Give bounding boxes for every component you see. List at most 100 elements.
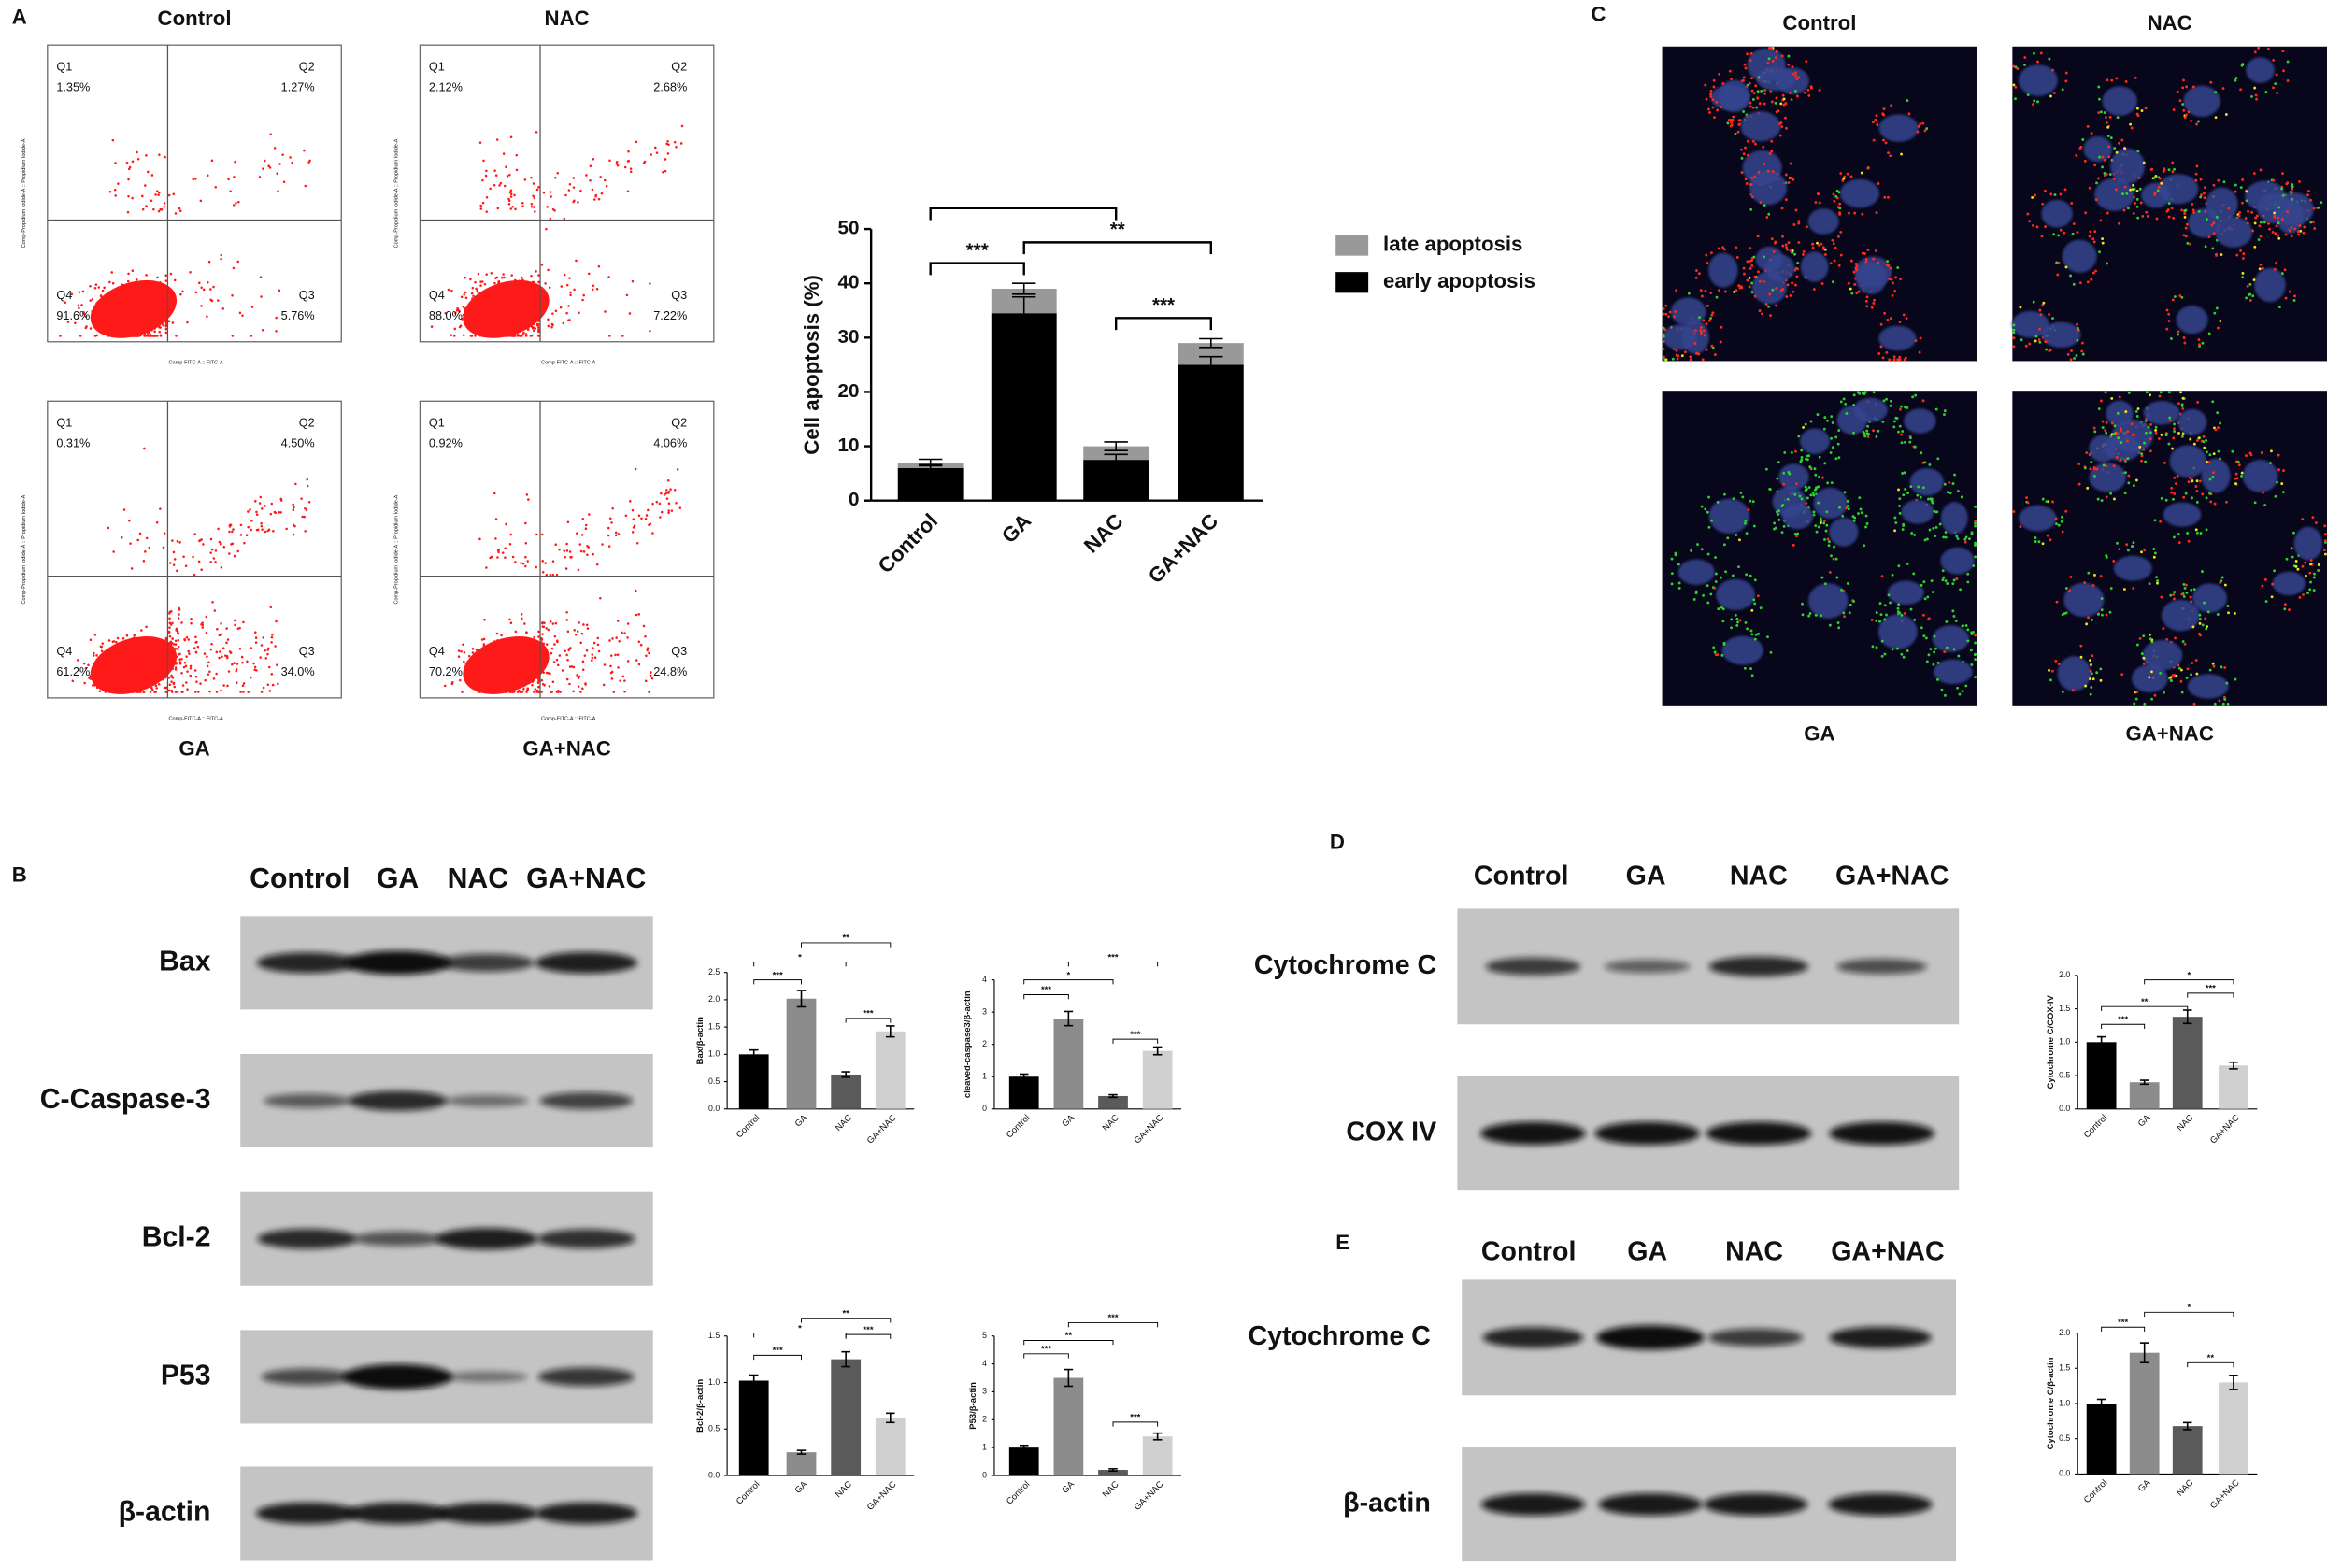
fluorescence-spot xyxy=(2093,164,2097,167)
event-dot xyxy=(155,316,159,319)
fluorescence-spot xyxy=(1744,520,1748,522)
event-dot xyxy=(492,315,494,318)
fluorescence-spot xyxy=(1730,121,1734,124)
event-dot xyxy=(206,315,208,318)
event-dot xyxy=(163,686,166,690)
fluorescence-spot xyxy=(2012,64,2016,68)
event-dot xyxy=(127,685,130,689)
event-dot xyxy=(482,637,486,641)
event-dot xyxy=(561,669,564,672)
bar xyxy=(2172,1426,2203,1475)
image-title: GA+NAC xyxy=(2125,721,2213,745)
fluorescence-spot xyxy=(2104,391,2107,394)
event-dot xyxy=(502,642,506,646)
event-dot xyxy=(579,190,582,192)
event-dot xyxy=(473,298,477,301)
fluorescence-spot xyxy=(1880,639,1884,643)
significance-bracket xyxy=(753,962,847,967)
event-dot xyxy=(178,209,182,212)
blot-band xyxy=(1485,957,1581,976)
fluorescence-spot xyxy=(1738,538,1741,542)
fluorescence-spot xyxy=(1843,491,1847,494)
event-dot xyxy=(217,527,220,531)
fluorescence-spot xyxy=(1933,634,1936,638)
event-dot xyxy=(114,672,118,675)
fluorescence-spot xyxy=(1891,573,1894,577)
event-dot xyxy=(120,327,123,330)
event-dot xyxy=(168,617,171,620)
event-dot xyxy=(497,280,501,283)
event-dot xyxy=(526,687,530,691)
event-dot xyxy=(210,299,214,303)
event-dot xyxy=(171,539,174,542)
fluorescence-spot xyxy=(1723,290,1727,293)
fluorescence-spot xyxy=(1898,358,1902,362)
event-dot xyxy=(475,672,478,676)
fluorescence-spot xyxy=(1743,63,1747,66)
event-dot xyxy=(149,293,151,296)
fluorescence-spot xyxy=(2116,541,2119,545)
fluorescence-spot xyxy=(2215,306,2219,310)
event-dot xyxy=(139,333,143,336)
fluorescence-spot xyxy=(1966,580,1970,584)
event-dot xyxy=(164,296,168,300)
row-label: Bax xyxy=(159,946,211,976)
fluorescence-spot xyxy=(1957,654,1961,658)
event-dot xyxy=(150,312,153,316)
event-dot xyxy=(521,617,523,620)
fluorescence-spot xyxy=(2191,479,2194,483)
fluorescence-spot xyxy=(1970,531,1974,535)
fluorescence-spot xyxy=(1769,314,1772,317)
fluorescence-spot xyxy=(1710,251,1713,255)
event-dot xyxy=(492,301,494,304)
fluorescence-spot xyxy=(1820,242,1823,246)
fluorescence-spot xyxy=(2253,245,2257,249)
image-title: NAC xyxy=(2148,11,2192,35)
significance-bracket xyxy=(2101,1326,2146,1332)
event-dot xyxy=(509,327,513,331)
fluorescence-spot xyxy=(1707,107,1710,111)
event-dot xyxy=(156,673,160,677)
fluorescence-spot xyxy=(2185,583,2188,587)
event-dot xyxy=(467,654,471,658)
fluorescence-spot xyxy=(1704,83,1707,87)
event-dot xyxy=(506,310,509,314)
event-dot xyxy=(171,321,175,324)
fluorescence-spot xyxy=(1946,491,1949,494)
event-dot xyxy=(99,645,103,649)
event-dot xyxy=(543,683,546,687)
fluorescence-spot xyxy=(1912,572,1916,576)
event-dot xyxy=(510,332,513,335)
event-dot xyxy=(123,334,126,337)
fluorescence-spot xyxy=(1817,244,1820,247)
significance-label: *** xyxy=(1107,1313,1118,1323)
event-dot xyxy=(132,663,135,667)
blot-band xyxy=(1482,1327,1584,1348)
fluorescence-spot xyxy=(2212,221,2216,225)
event-dot xyxy=(480,330,483,333)
fluorescence-spot xyxy=(2156,579,2160,583)
event-dot xyxy=(535,646,538,649)
event-dot xyxy=(550,647,554,650)
fluorescence-spot xyxy=(2212,232,2216,235)
event-dot xyxy=(102,677,105,680)
event-dot xyxy=(113,683,117,686)
event-dot xyxy=(130,649,133,652)
event-dot xyxy=(485,321,488,323)
event-dot xyxy=(126,665,129,669)
fluorescence-spot xyxy=(2263,221,2266,224)
event-dot xyxy=(516,691,520,693)
fluorescence-spot xyxy=(1721,607,1725,611)
event-dot xyxy=(108,317,112,321)
fluorescence-spot xyxy=(1863,544,1866,548)
event-dot xyxy=(104,687,107,690)
blot-band xyxy=(537,1367,635,1387)
event-dot xyxy=(173,685,177,689)
event-dot xyxy=(670,509,674,512)
fluorescence-spot xyxy=(1870,618,1874,621)
event-dot xyxy=(163,205,165,208)
event-dot xyxy=(149,691,152,693)
fluorescence-spot xyxy=(2140,550,2143,554)
fluorescence-spot xyxy=(1792,72,1795,76)
event-dot xyxy=(475,649,478,651)
